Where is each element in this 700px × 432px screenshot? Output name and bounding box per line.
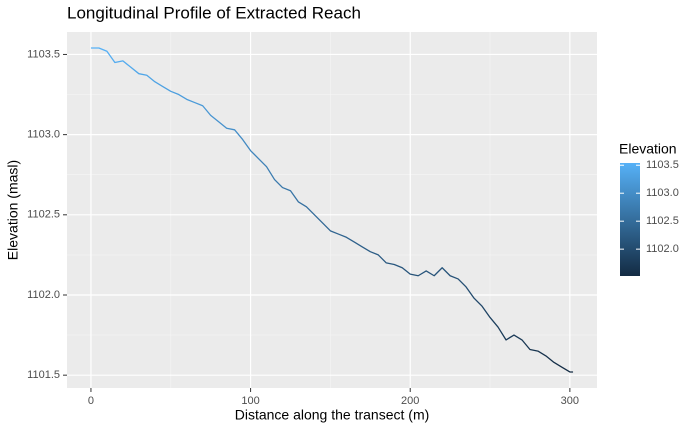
x-tick-label: 200 [401, 395, 419, 407]
x-tick-label: 300 [561, 395, 579, 407]
x-tick-label: 0 [88, 395, 94, 407]
legend-tick-label: 1103.5 [646, 159, 679, 171]
y-tick-label: 1103.0 [27, 129, 60, 141]
legend-tick-label: 1102.0 [646, 243, 679, 255]
chart-title: Longitudinal Profile of Extracted Reach [67, 3, 361, 22]
y-axis-label: Elevation (masl) [5, 160, 21, 260]
x-axis-label: Distance along the transect (m) [235, 407, 430, 423]
y-tick-label: 1102.5 [27, 209, 60, 221]
y-tick-label: 1103.5 [27, 48, 60, 60]
x-tick-label: 100 [241, 395, 259, 407]
legend-tick-label: 1102.5 [646, 215, 679, 227]
legend-colorbar [620, 163, 640, 276]
data-line [90, 47, 574, 373]
legend-title: Elevation [619, 141, 677, 157]
legend-tick-label: 1103.0 [646, 187, 679, 199]
y-tick-label: 1101.5 [27, 369, 60, 381]
y-tick-label: 1102.0 [27, 289, 60, 301]
plot-panel [67, 32, 597, 388]
